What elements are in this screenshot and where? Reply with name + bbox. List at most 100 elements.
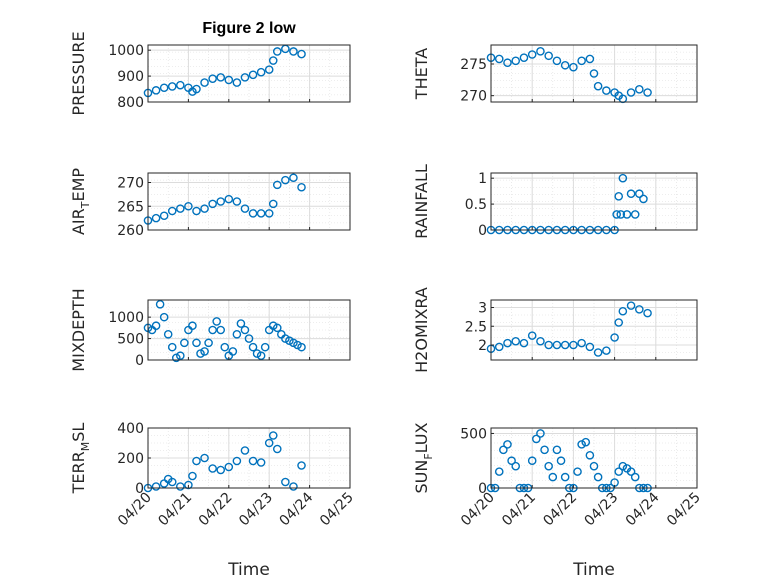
- data-point: [224, 462, 234, 472]
- data-point: [248, 342, 258, 352]
- data-point: [610, 333, 619, 342]
- data-point: [616, 210, 626, 219]
- data-point: [573, 467, 582, 476]
- data-point: [159, 83, 169, 93]
- data-point: [281, 477, 290, 487]
- data-point: [630, 472, 640, 482]
- data-point: [212, 317, 221, 326]
- data-point: [188, 321, 197, 331]
- data-point: [200, 347, 209, 356]
- data-point: [511, 56, 521, 66]
- data-point: [167, 477, 177, 487]
- y-tick-label: 2.5: [465, 319, 487, 335]
- y-axis-label: AIRTEMP: [69, 168, 92, 235]
- data-point: [593, 81, 603, 91]
- data-point: [256, 351, 266, 361]
- data-point: [593, 348, 603, 357]
- y-tick-label: 800: [117, 95, 144, 111]
- y-axis-label-subscript: T: [79, 201, 92, 209]
- data-point: [560, 340, 570, 350]
- data-point: [248, 456, 258, 466]
- data-point: [176, 204, 185, 213]
- y-tick-label: 270: [460, 89, 487, 105]
- data-point: [163, 329, 173, 339]
- data-point: [220, 342, 230, 352]
- y-tick-label: 400: [117, 421, 144, 437]
- data-point: [560, 472, 570, 482]
- data-point: [589, 69, 599, 78]
- data-point: [569, 340, 578, 350]
- y-axis-label: MIXDEPTH: [69, 288, 88, 371]
- data-point: [232, 197, 242, 206]
- data-point: [264, 209, 274, 218]
- series-theta: [486, 47, 652, 104]
- subplot-h2omixra: 2 2.5 3 H2OMIXRA: [412, 287, 698, 373]
- data-point: [264, 65, 274, 74]
- data-point: [208, 325, 217, 335]
- data-point: [224, 75, 234, 85]
- data-point: [577, 440, 586, 449]
- data-point: [216, 325, 226, 335]
- data-point: [208, 464, 217, 473]
- data-point: [151, 482, 161, 491]
- data-point: [159, 312, 169, 322]
- grid-terr_msl: [148, 427, 350, 489]
- data-point: [228, 347, 238, 356]
- data-point: [176, 482, 185, 491]
- y-axis-label-suffix: LUX: [412, 422, 431, 453]
- data-point: [622, 210, 632, 219]
- data-point: [167, 342, 177, 352]
- data-point: [552, 340, 562, 350]
- y-tick-label: 0: [135, 353, 144, 369]
- y-axis-label-text: TERR: [69, 451, 88, 494]
- data-point: [260, 342, 270, 352]
- data-point: [532, 434, 541, 444]
- data-point: [236, 319, 246, 328]
- data-point: [297, 342, 306, 352]
- y-axis-label: H2OMIXRA: [412, 287, 431, 373]
- y-tick-label: 275: [460, 57, 487, 73]
- data-point: [503, 58, 512, 68]
- data-point: [494, 342, 504, 352]
- series-h2omixra: [486, 301, 652, 357]
- data-point: [208, 199, 217, 209]
- axes-box-mixdepth: [147, 299, 351, 361]
- data-point: [240, 446, 250, 455]
- data-point: [204, 338, 213, 348]
- y-axis-label-text: RAINFALL: [412, 164, 431, 239]
- data-point: [188, 471, 197, 481]
- data-point: [635, 189, 644, 199]
- data-point: [635, 305, 644, 314]
- data-point: [200, 453, 209, 463]
- data-point: [240, 204, 250, 213]
- data-point: [281, 175, 290, 185]
- subplot-theta: 270 275 THETA: [412, 44, 698, 105]
- data-point: [499, 445, 508, 455]
- data-point: [618, 173, 628, 183]
- axes-box-sun_flux: [490, 427, 698, 489]
- data-point: [256, 67, 266, 77]
- data-point: [272, 444, 282, 454]
- y-tick-label: 0.5: [465, 197, 487, 213]
- data-point: [527, 50, 537, 59]
- y-axis-label: THETA: [412, 48, 431, 100]
- data-point: [200, 204, 209, 213]
- data-point: [192, 456, 201, 466]
- data-point: [248, 209, 258, 218]
- data-point: [639, 194, 648, 204]
- data-point: [192, 206, 201, 216]
- data-point: [602, 86, 611, 95]
- data-point: [626, 88, 636, 97]
- data-point: [167, 206, 177, 216]
- data-point: [540, 445, 549, 455]
- data-point: [626, 467, 636, 476]
- data-point: [536, 429, 545, 438]
- y-axis-label-suffix: SL: [69, 423, 88, 442]
- data-point: [184, 201, 193, 211]
- data-point: [527, 331, 537, 340]
- data-point: [192, 84, 201, 94]
- data-point: [569, 62, 578, 72]
- data-point: [630, 210, 640, 219]
- data-point: [208, 74, 217, 83]
- y-tick-label: 0: [135, 481, 144, 497]
